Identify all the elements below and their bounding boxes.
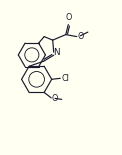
- Text: N: N: [53, 48, 59, 57]
- Text: O: O: [77, 32, 84, 41]
- Text: Cl: Cl: [61, 74, 69, 83]
- Text: O: O: [65, 13, 71, 22]
- Text: O: O: [52, 94, 58, 103]
